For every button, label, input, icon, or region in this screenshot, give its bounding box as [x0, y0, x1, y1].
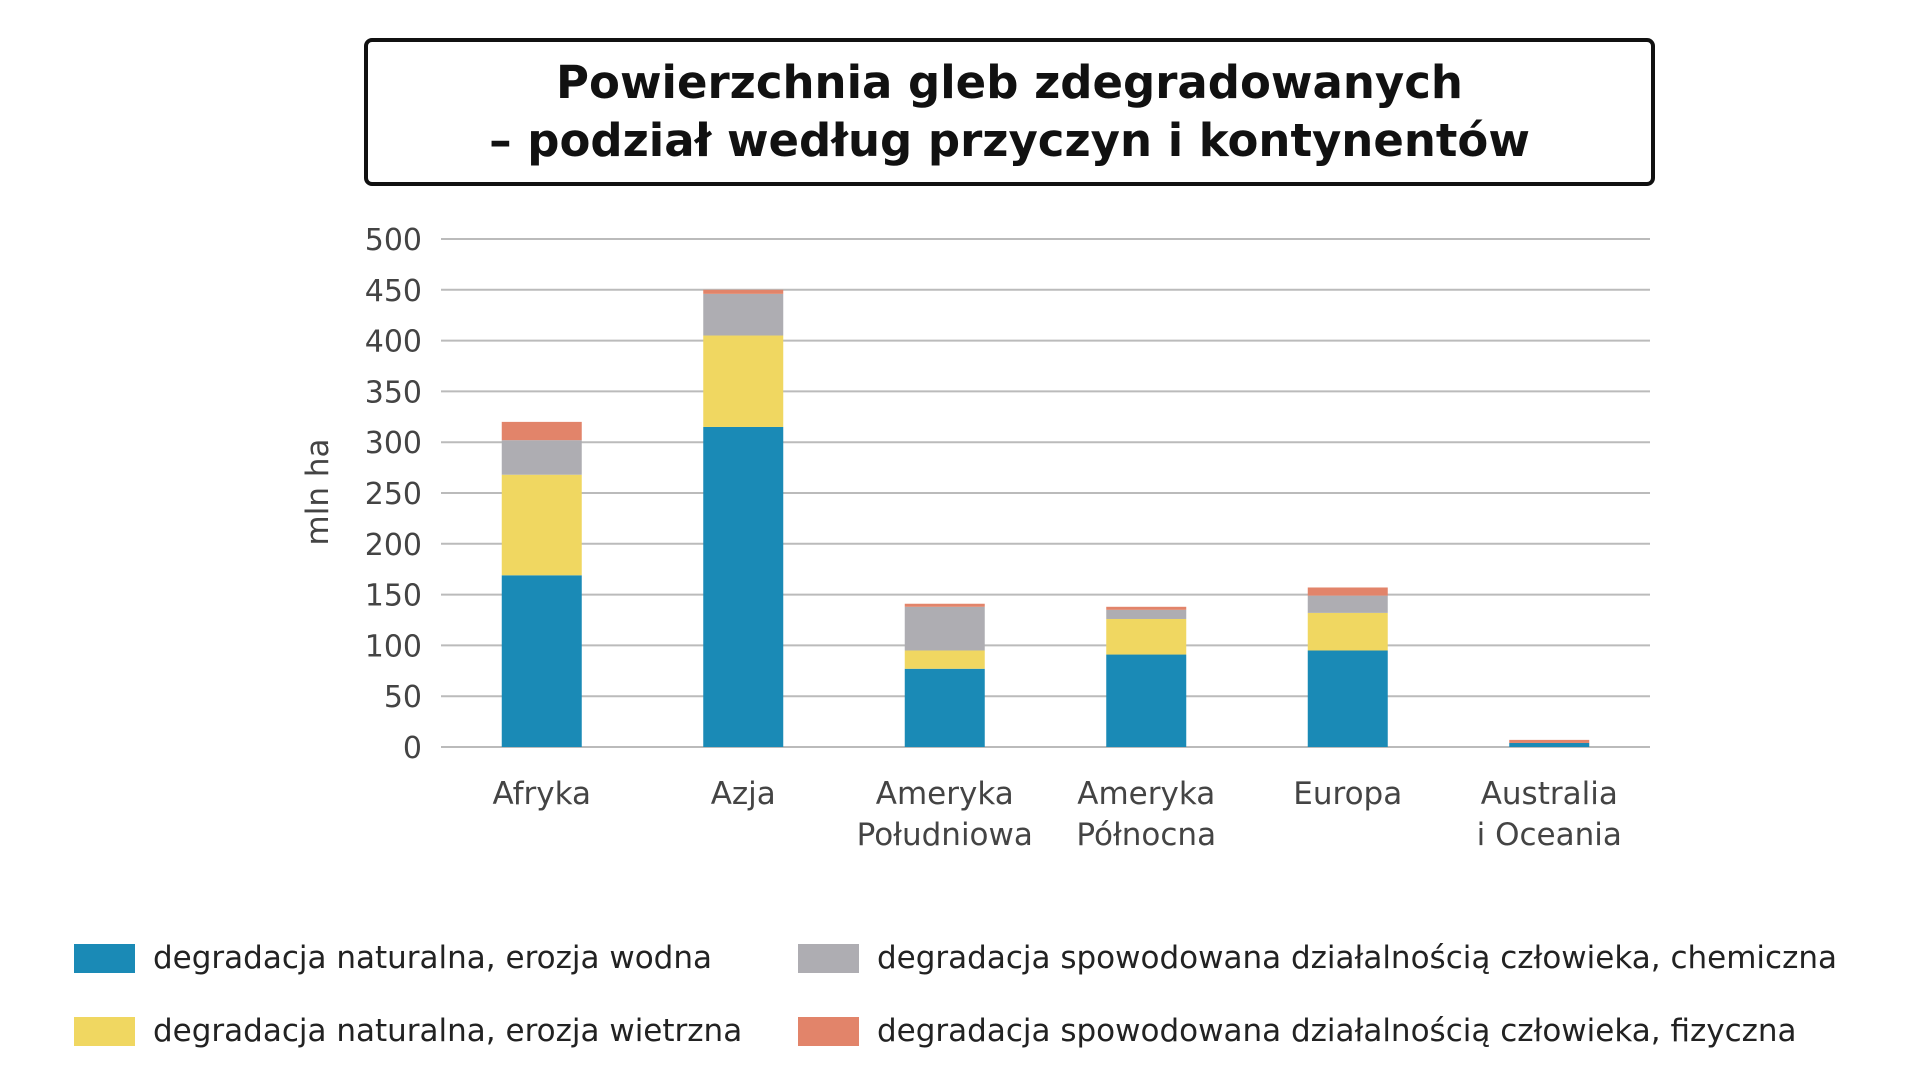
x-category-label: Europa: [1293, 776, 1402, 812]
bar-segment: [501, 421, 582, 441]
bar-segment: [1509, 742, 1590, 747]
y-tick-label: 300: [365, 426, 422, 461]
bar-segment: [1106, 654, 1187, 747]
bar-segment: [703, 426, 784, 747]
y-tick-label: 0: [403, 731, 422, 766]
bar-segment: [904, 606, 985, 651]
legend-label: degradacja spowodowana działalnością czł…: [877, 940, 1837, 976]
y-tick-label: 500: [365, 223, 422, 258]
x-category-label: Australia: [1481, 776, 1618, 812]
title-line-2: – podział według przyczyn i kontynentów: [489, 114, 1530, 167]
bar-segment: [501, 440, 582, 475]
y-tick-label: 450: [365, 274, 422, 309]
bar-segment: [1106, 618, 1187, 655]
bar-segment: [703, 335, 784, 427]
legend-item: degradacja spowodowana działalnością czł…: [798, 940, 1837, 976]
bar-segment: [904, 668, 985, 747]
y-tick-label: 350: [365, 375, 422, 410]
legend-item: degradacja spowodowana działalnością czł…: [798, 1013, 1797, 1049]
y-tick-label: 100: [365, 629, 422, 664]
bar-segment: [501, 575, 582, 747]
bar-segment: [1509, 739, 1590, 743]
title-line-1: Powierzchnia gleb zdegradowanych: [556, 56, 1463, 109]
x-category-label: Azja: [711, 776, 776, 812]
y-tick-label: 400: [365, 325, 422, 360]
legend-label: degradacja naturalna, erozja wietrzna: [153, 1013, 743, 1049]
x-category-label: Północna: [1076, 817, 1216, 853]
legend-label: degradacja naturalna, erozja wodna: [153, 940, 712, 976]
x-category-label: Afryka: [492, 776, 591, 812]
bar-segment: [904, 650, 985, 669]
bar-segment: [1106, 609, 1187, 619]
bar-segment: [904, 603, 985, 607]
legend-item: degradacja naturalna, erozja wietrzna: [74, 1013, 742, 1049]
bar-segment: [501, 474, 582, 576]
y-axis-label: mln ha: [300, 439, 336, 546]
y-tick-label: 250: [365, 477, 422, 512]
legend-swatch: [74, 943, 135, 973]
bar-segment: [1307, 587, 1388, 596]
x-category-label: Ameryka: [876, 776, 1014, 812]
x-category-label: Ameryka: [1077, 776, 1215, 812]
bar-segment: [1307, 595, 1388, 613]
legend-swatch: [798, 943, 859, 973]
bar-segment: [1307, 650, 1388, 747]
bar-segment: [1307, 612, 1388, 651]
y-tick-label: 50: [384, 680, 422, 715]
y-tick-label: 200: [365, 528, 422, 563]
legend-label: degradacja spowodowana działalnością czł…: [877, 1013, 1797, 1049]
legend-item: degradacja naturalna, erozja wodna: [74, 940, 712, 976]
bar-segment: [703, 293, 784, 336]
legend-swatch: [74, 1016, 135, 1046]
legend-swatch: [798, 1016, 859, 1046]
y-tick-label: 150: [365, 579, 422, 614]
x-category-label: Południowa: [857, 817, 1033, 853]
bar-segment: [703, 289, 784, 294]
bar-segment: [1106, 606, 1187, 610]
chart-title: Powierzchnia gleb zdegradowanych – podzi…: [364, 38, 1655, 186]
x-category-label: i Oceania: [1477, 817, 1622, 853]
